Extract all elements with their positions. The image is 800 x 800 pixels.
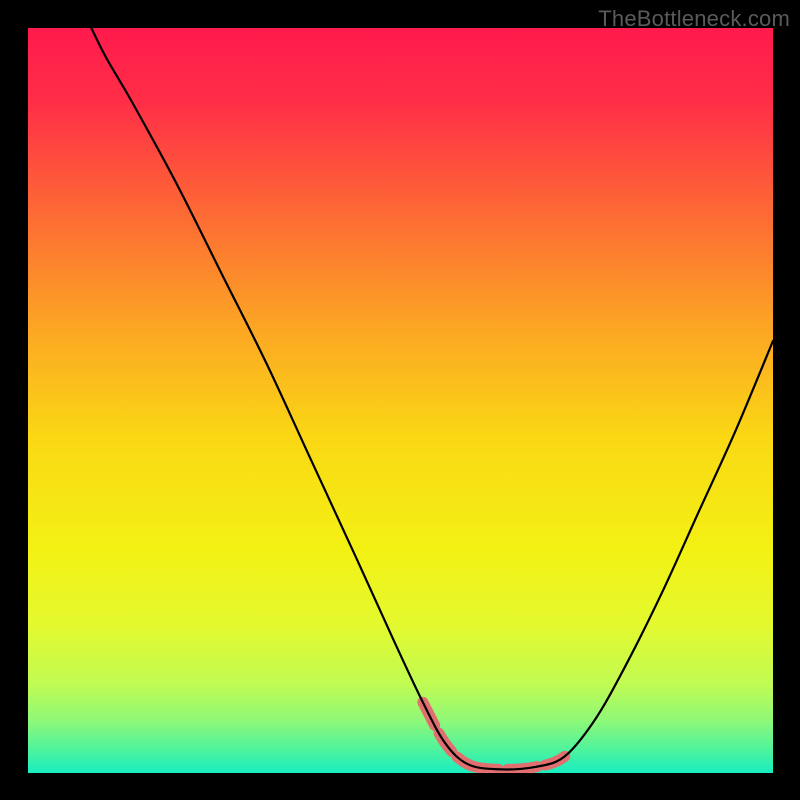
watermark-text: TheBottleneck.com (598, 6, 790, 32)
chart-svg (28, 28, 773, 773)
chart-background (28, 28, 773, 773)
chart-plot-area (28, 28, 773, 773)
